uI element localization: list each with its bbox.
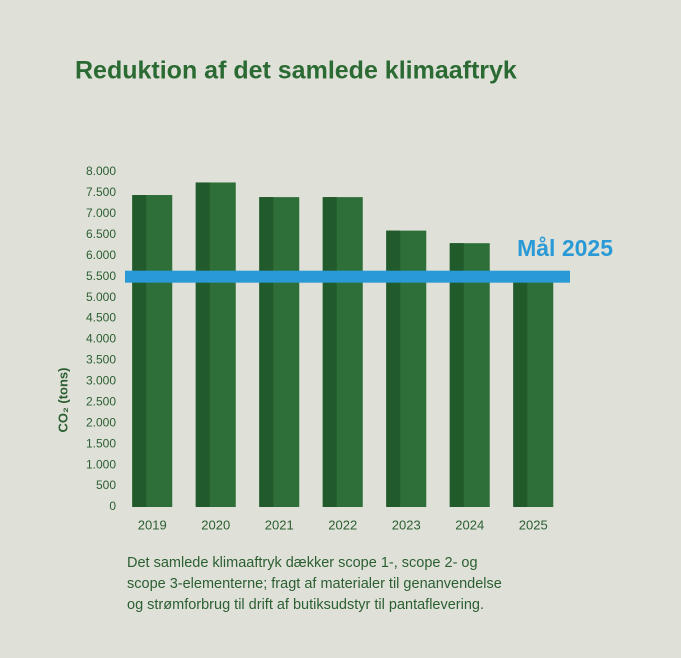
x-tick-label: 2022 <box>328 517 357 532</box>
bar-shade <box>513 276 528 507</box>
y-tick-label: 0 <box>109 499 116 513</box>
target-label: Mål 2025 <box>517 235 613 261</box>
y-tick-label: 4.000 <box>86 332 116 346</box>
target-line <box>125 270 570 283</box>
bar-shade <box>195 182 210 507</box>
y-tick-label: 4.500 <box>86 311 116 325</box>
y-tick-label: 2.000 <box>86 415 116 429</box>
note: Det samlede klimaaftryk dækker scope 1-,… <box>127 555 478 571</box>
bar-shade <box>132 195 147 507</box>
y-tick-label: 500 <box>96 478 116 492</box>
y-tick-label: 1.500 <box>86 436 116 450</box>
bar-shade <box>449 243 464 507</box>
y-tick-label: 5.500 <box>86 269 116 283</box>
chart-title: Reduktion af det samlede klimaaftryk <box>75 57 517 85</box>
y-tick-label: 6.500 <box>86 227 116 241</box>
bar-shade <box>259 197 274 507</box>
bar-shade <box>322 197 337 507</box>
y-tick-label: 3.000 <box>86 374 116 388</box>
x-tick-label: 2024 <box>455 517 484 532</box>
y-tick-label: 7.500 <box>86 185 116 199</box>
y-tick-label: 8.000 <box>86 164 116 178</box>
y-tick-label: 6.000 <box>86 248 116 262</box>
y-axis-label: CO₂ (tons) <box>55 368 70 433</box>
y-tick-label: 2.500 <box>86 394 116 408</box>
y-tick-label: 7.000 <box>86 206 116 220</box>
y-tick-label: 1.000 <box>86 457 116 471</box>
x-tick-label: 2021 <box>265 517 294 532</box>
note: scope 3-elementerne; fragt af materialer… <box>127 576 502 592</box>
note: og strømforbrug til drift af butiksudsty… <box>127 597 484 613</box>
y-tick-label: 5.000 <box>86 290 116 304</box>
x-tick-label: 2023 <box>392 517 421 532</box>
x-tick-label: 2019 <box>138 517 167 532</box>
bar-shade <box>386 230 401 507</box>
y-tick-label: 3.500 <box>86 353 116 367</box>
x-tick-label: 2025 <box>519 517 548 532</box>
x-tick-label: 2020 <box>201 517 230 532</box>
